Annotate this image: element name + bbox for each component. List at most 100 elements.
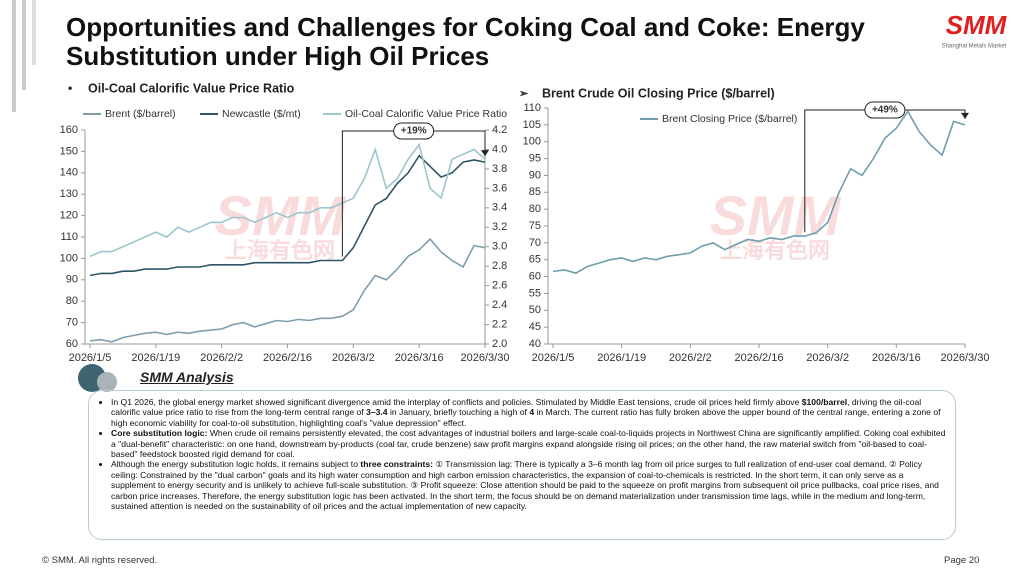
bullet: • [68, 81, 72, 95]
y-tick-label: 105 [523, 119, 541, 131]
x-tick-label: 2026/1/19 [597, 352, 646, 364]
text-segment: in March. The current ratio has fully br… [111, 407, 941, 428]
y-tick-label: 95 [529, 152, 541, 164]
x-tick-label: 2026/3/16 [395, 352, 444, 364]
analysis-paragraph: In Q1 2026, the global energy market sho… [111, 397, 947, 428]
y2-tick-label: 3.6 [492, 182, 507, 194]
y-tick-label: 150 [60, 145, 78, 157]
text-segment: Although the energy substitution logic h… [111, 459, 361, 470]
copyright: © SMM. All rights reserved. [42, 555, 158, 566]
y-tick-label: 60 [529, 270, 541, 282]
y-tick-label: 110 [60, 231, 78, 243]
y-tick-label: 70 [66, 317, 78, 329]
x-tick-label: 2026/2/2 [669, 352, 712, 364]
x-tick-label: 2026/3/30 [941, 352, 990, 364]
series-line [552, 109, 966, 275]
analysis-paragraph: Although the energy substitution logic h… [111, 459, 947, 511]
y-tick-label: 80 [66, 295, 78, 307]
x-tick-label: 2026/1/19 [131, 352, 180, 364]
y-tick-label: 40 [529, 338, 541, 350]
watermark: 上海有色网 [720, 238, 830, 263]
legend-label: Newcastle ($/mt) [222, 108, 301, 120]
text-segment: , driving the oil-coal calorific value p… [111, 397, 922, 418]
y-tick-label: 55 [529, 287, 541, 299]
y2-tick-label: 2.2 [492, 318, 507, 330]
y2-tick-label: 4.2 [492, 124, 507, 136]
y2-tick-label: 3.2 [492, 221, 507, 233]
legend-label: Brent ($/barrel) [105, 108, 176, 120]
logo: SMM [946, 10, 1008, 40]
y2-tick-label: 2.8 [492, 260, 507, 272]
text-segment: $100/barrel [801, 397, 848, 407]
chart-title: Oil-Coal Calorific Value Price Ratio [88, 81, 295, 95]
y2-tick-label: 3.4 [492, 202, 507, 214]
deco-bar [32, 0, 36, 65]
x-tick-label: 2026/2/16 [263, 352, 312, 364]
y2-tick-label: 3.0 [492, 241, 507, 253]
annotation-box [393, 122, 435, 140]
y-tick-label: 130 [60, 188, 78, 200]
y-tick-label: 75 [529, 220, 541, 232]
y-tick-label: 160 [60, 124, 78, 136]
y-tick-label: 85 [529, 186, 541, 198]
watermark: 上海有色网 [225, 238, 335, 263]
chart-title: Brent Crude Oil Closing Price ($/barrel) [542, 86, 775, 100]
y-tick-label: 140 [60, 167, 78, 179]
bullet: ➢ [519, 88, 529, 100]
x-tick-label: 2026/3/30 [461, 352, 510, 364]
analysis-paragraph: Core substitution logic: When crude oil … [111, 428, 947, 459]
series-line [89, 237, 486, 343]
text-segment: Core substitution logic: [111, 428, 208, 439]
y-tick-label: 90 [529, 169, 541, 181]
y2-tick-label: 2.4 [492, 299, 507, 311]
x-tick-label: 2026/3/16 [872, 352, 921, 364]
text-segment: in January, briefly touching a high of [387, 407, 530, 418]
watermark: SMM [710, 184, 842, 247]
text-segment: In Q1 2026, the global energy market sho… [111, 397, 802, 407]
y-tick-label: 90 [66, 274, 78, 286]
y-tick-label: 100 [523, 136, 541, 148]
page-title: Opportunities and Challenges for Coking … [66, 12, 865, 71]
legend-label: Brent Closing Price ($/barrel) [662, 113, 797, 125]
y-tick-label: 60 [66, 338, 78, 350]
analysis-title: SMM Analysis [140, 369, 234, 385]
y-tick-label: 80 [529, 203, 541, 215]
x-tick-label: 2026/1/5 [532, 352, 575, 364]
deco-bar [22, 0, 26, 90]
y2-tick-label: 3.8 [492, 163, 507, 175]
y-tick-label: 70 [529, 237, 541, 249]
text-segment: ① Transmission lag: There is typically a… [111, 459, 939, 512]
icon [97, 372, 117, 392]
y2-tick-label: 2.6 [492, 280, 507, 292]
y-tick-label: 50 [529, 304, 541, 316]
y2-tick-label: 2.0 [492, 338, 507, 350]
logo-sub: Shanghai Metals Market [942, 44, 1007, 50]
analysis-box: In Q1 2026, the global energy market sho… [88, 390, 956, 540]
series-line [89, 142, 486, 258]
x-tick-label: 2026/3/2 [806, 352, 849, 364]
y-tick-label: 45 [529, 321, 541, 333]
series-line [89, 154, 486, 277]
deco-bar [12, 0, 16, 112]
x-tick-label: 2026/3/2 [332, 352, 375, 364]
y-tick-label: 65 [529, 254, 541, 266]
text-segment: When crude oil remains persistently elev… [111, 428, 946, 460]
text-segment: three constraints: [360, 459, 433, 470]
annotation-arrow [961, 112, 969, 119]
page-number: Page 20 [944, 555, 980, 566]
text-segment: 4 [529, 407, 535, 418]
annotation-bracket [341, 130, 486, 257]
text-segment: 3–3.4 [366, 407, 388, 418]
annotation: +49% [872, 105, 898, 116]
analysis-list: In Q1 2026, the global energy market sho… [97, 397, 947, 511]
annotation-arrow [481, 150, 489, 157]
y2-tick-label: 4.0 [492, 143, 507, 155]
y-tick-label: 100 [60, 252, 78, 264]
annotation-box [864, 101, 906, 119]
x-tick-label: 2026/2/16 [735, 352, 784, 364]
y-tick-label: 110 [523, 102, 541, 114]
x-tick-label: 2026/2/2 [200, 352, 243, 364]
annotation: +19% [401, 126, 427, 137]
